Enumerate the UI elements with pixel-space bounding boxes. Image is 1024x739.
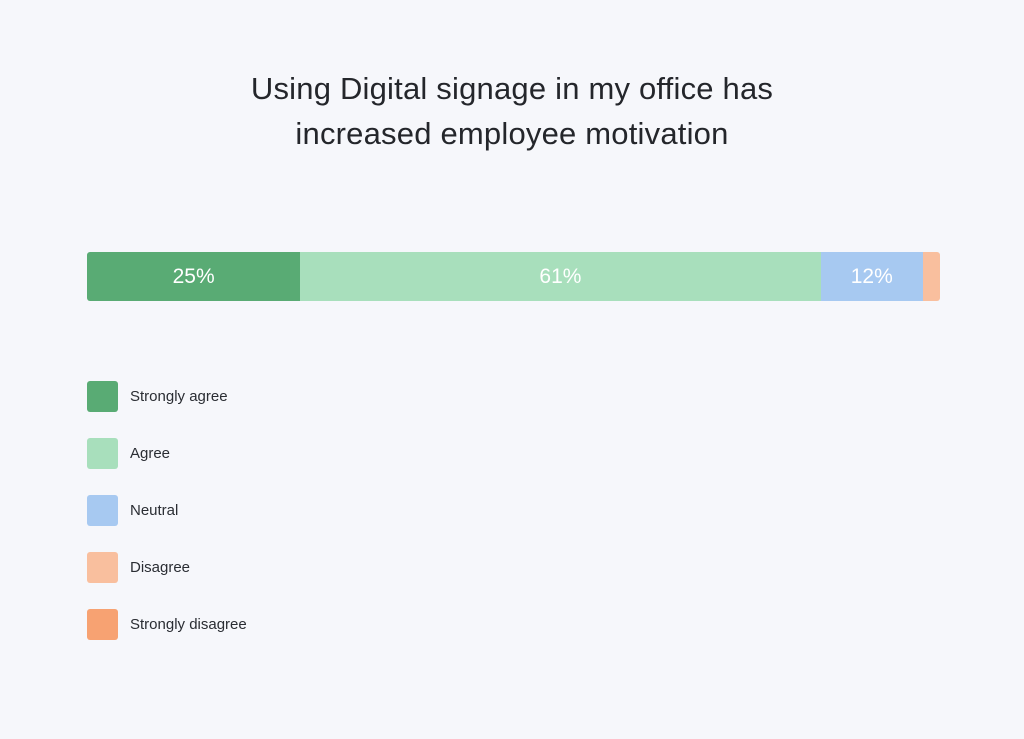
bar-segment-neutral: 12% (820, 252, 923, 301)
chart-title-line-1: Using Digital signage in my office has (250, 71, 774, 106)
legend-label: Strongly agree (130, 388, 228, 405)
chart-title-line-2: increased employee motivation (295, 116, 729, 151)
bar-segment-disagree (922, 252, 940, 301)
legend-label: Strongly disagree (130, 616, 247, 633)
bar-value-label: 25% (172, 264, 215, 288)
legend-item: Agree (87, 438, 247, 469)
legend-swatch (87, 495, 118, 526)
legend-item: Strongly agree (87, 381, 247, 412)
legend-item: Disagree (87, 552, 247, 583)
legend-label: Neutral (130, 502, 179, 519)
bar-segment-strongly-agree: 25% (87, 252, 301, 301)
legend-label: Agree (130, 445, 171, 462)
legend-swatch (87, 381, 118, 412)
bar-segment-agree: 61% (300, 252, 821, 301)
legend-item: Strongly disagree (87, 609, 247, 640)
chart-title: Using Digital signage in my office has i… (0, 66, 1024, 156)
legend-swatch (87, 609, 118, 640)
legend-item: Neutral (87, 495, 247, 526)
legend-label: Disagree (130, 559, 191, 576)
legend: Strongly agree Agree Neutral Disagree Strong… (87, 381, 247, 666)
legend-swatch (87, 438, 118, 469)
legend-swatch (87, 552, 118, 583)
bar-value-label: 12% (850, 264, 893, 288)
stacked-bar: 25% 61% 12% (87, 252, 940, 301)
bar-value-label: 61% (539, 264, 582, 288)
